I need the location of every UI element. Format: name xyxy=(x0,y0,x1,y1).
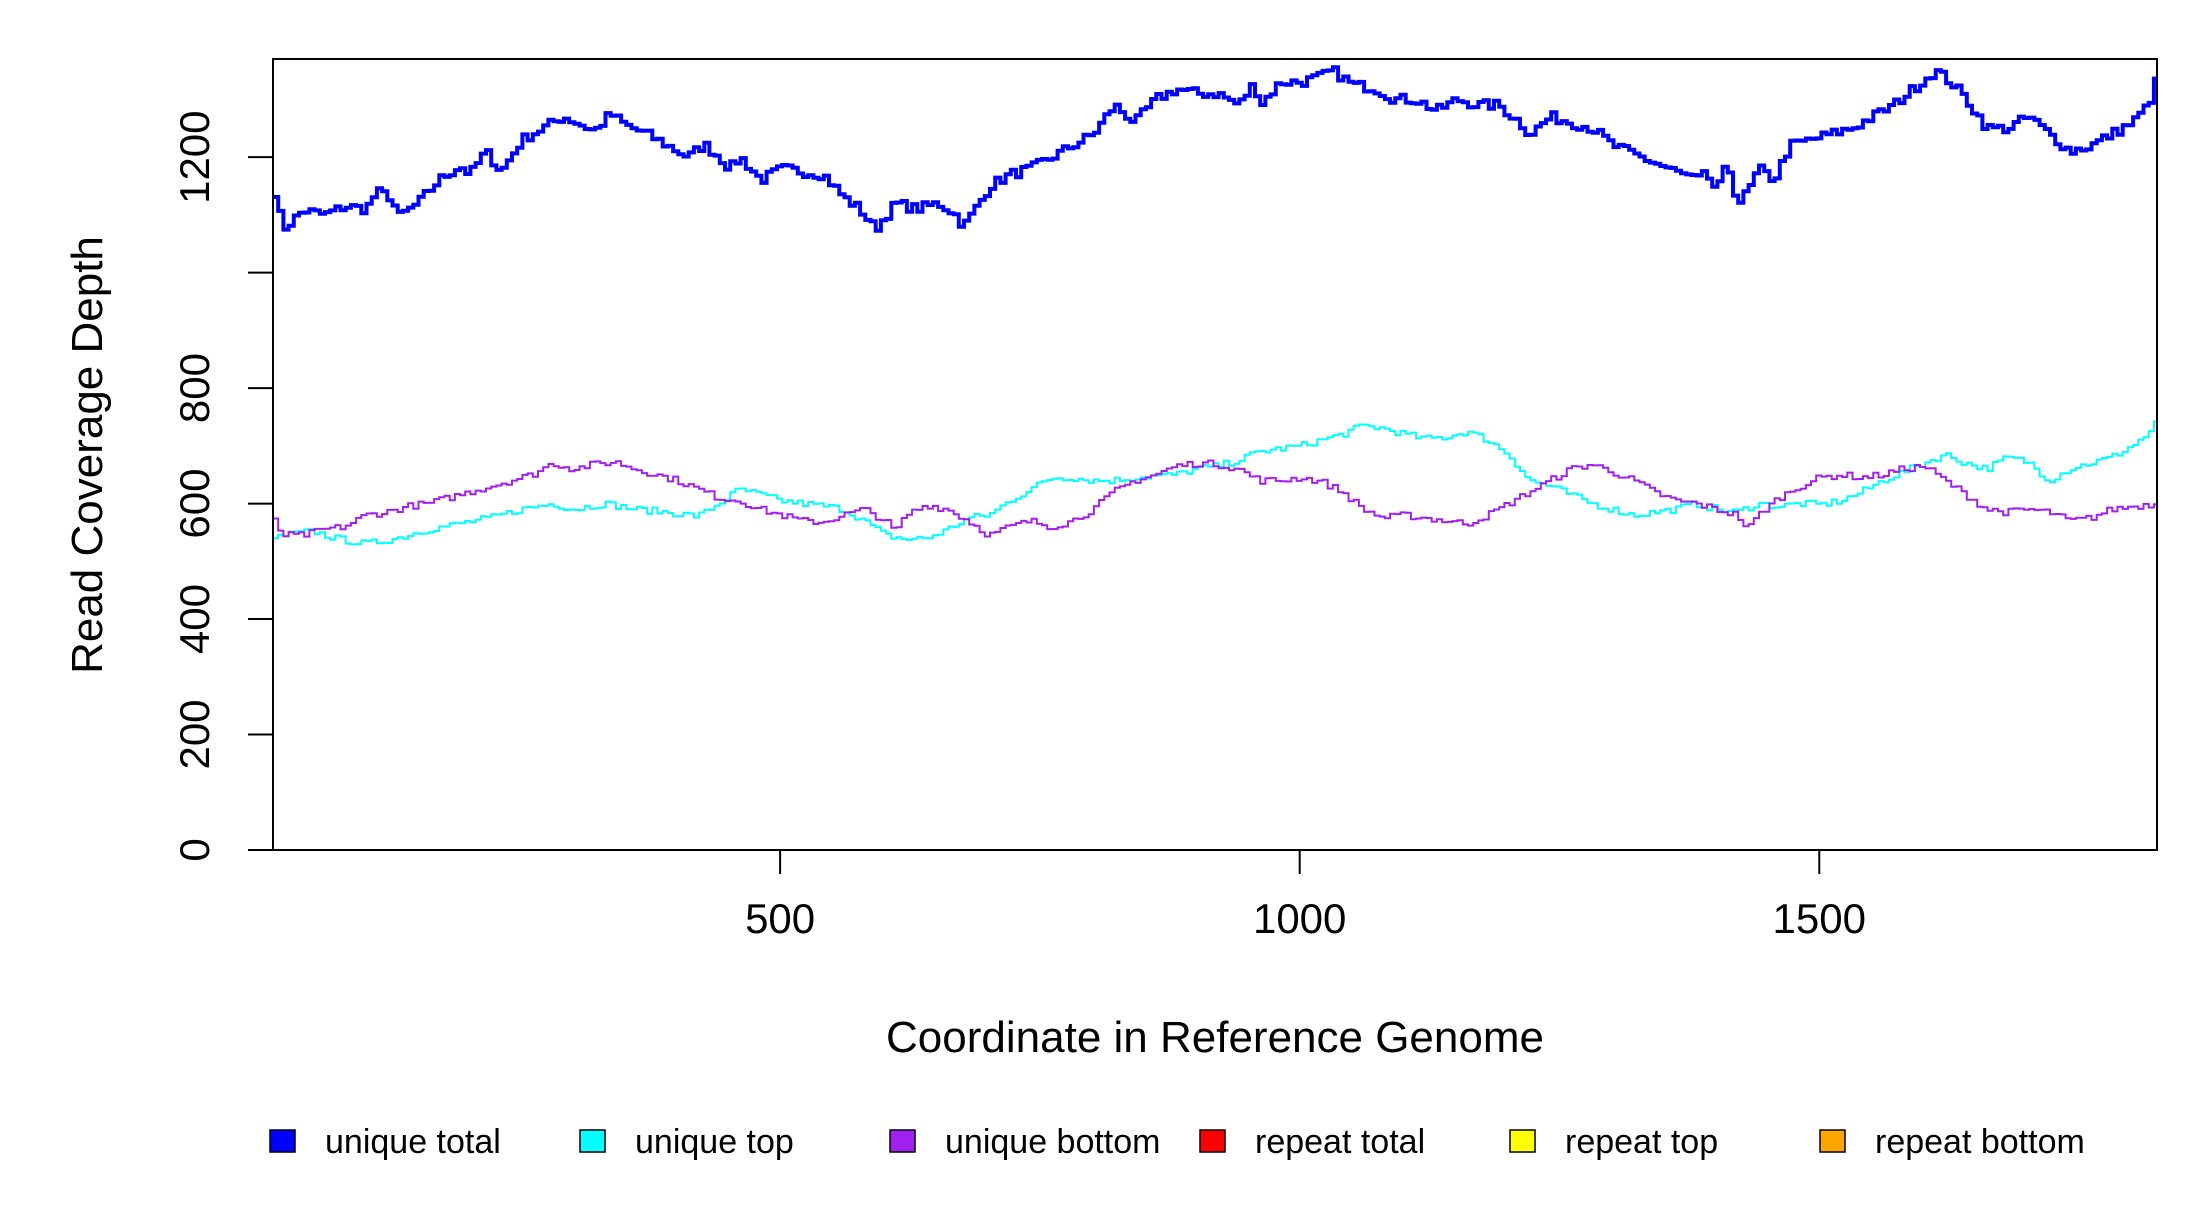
plot-frame xyxy=(272,58,2158,851)
y-axis: 0 200 400 600 800 1200 xyxy=(171,110,273,862)
series-unique-bottom-line xyxy=(273,459,2157,538)
x-axis-title: Coordinate in Reference Genome xyxy=(886,1013,1544,1062)
y-tick-label-1200: 1200 xyxy=(171,110,218,203)
legend-label-unique-total: unique total xyxy=(325,1123,501,1161)
legend-label-unique-bottom: unique bottom xyxy=(945,1123,1161,1161)
legend-swatch-unique-top xyxy=(579,1129,606,1153)
legend-label-repeat-top: repeat top xyxy=(1565,1123,1718,1161)
series-layer xyxy=(273,65,2157,851)
y-tick-label-600: 600 xyxy=(171,469,218,539)
legend-swatch-unique-total xyxy=(269,1129,296,1153)
legend-swatch-unique-bottom xyxy=(889,1129,916,1153)
x-tick-label-500: 500 xyxy=(745,895,815,942)
y-tick-label-400: 400 xyxy=(171,584,218,654)
legend-label-unique-top: unique top xyxy=(635,1123,794,1161)
y-axis-title: Read Coverage Depth xyxy=(63,236,112,674)
y-tick-label-800: 800 xyxy=(171,353,218,423)
legend: unique total unique top unique bottom repea… xyxy=(269,1123,2085,1161)
x-axis: 500 1000 1500 xyxy=(745,850,1866,942)
series-unique-total-line xyxy=(273,65,2157,233)
legend-swatch-repeat-total xyxy=(1199,1129,1226,1153)
legend-swatch-repeat-bottom xyxy=(1819,1129,1846,1153)
legend-label-repeat-total: repeat total xyxy=(1255,1123,1425,1161)
y-tick-label-200: 200 xyxy=(171,699,218,769)
legend-label-repeat-bottom: repeat bottom xyxy=(1875,1123,2085,1161)
series-unique-top-line xyxy=(273,420,2157,546)
legend-swatch-repeat-top xyxy=(1509,1129,1536,1153)
x-tick-label-1500: 1500 xyxy=(1773,895,1866,942)
x-tick-label-1000: 1000 xyxy=(1253,895,1346,942)
y-tick-label-0: 0 xyxy=(171,838,218,861)
